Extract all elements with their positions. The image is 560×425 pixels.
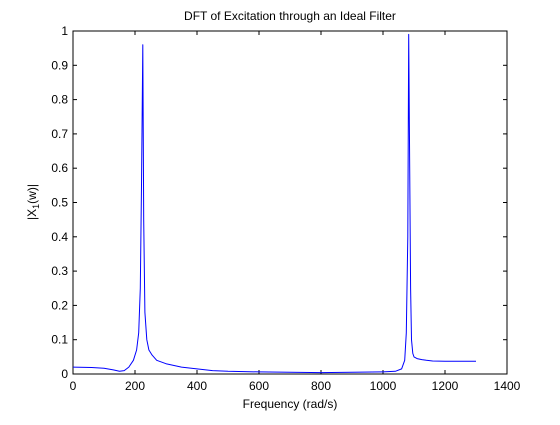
y-tick-label: 0.4 xyxy=(51,230,68,244)
y-tick-label: 0.6 xyxy=(51,161,68,175)
y-tick-label: 0.1 xyxy=(51,333,68,347)
y-tick-label: 0.5 xyxy=(51,196,68,210)
series-line xyxy=(72,33,476,374)
y-tick-label: 1 xyxy=(61,24,68,38)
y-tick-label: 0.7 xyxy=(51,127,68,141)
y-tick-label: 0 xyxy=(61,367,68,381)
x-tick-label: 600 xyxy=(249,379,269,393)
y-axis-label: |X1(w)| xyxy=(25,184,41,220)
axis-ticks xyxy=(72,30,508,375)
x-tick-label: 200 xyxy=(125,379,145,393)
y-tick-label: 0.8 xyxy=(51,93,68,107)
plot-area xyxy=(72,30,508,375)
x-tick-label: 800 xyxy=(311,379,331,393)
x-tick-label: 1200 xyxy=(432,379,459,393)
series-layer xyxy=(72,33,476,374)
x-tick-label: 1400 xyxy=(494,379,521,393)
y-tick-label: 0.9 xyxy=(51,58,68,72)
y-tick-label: 0.3 xyxy=(51,264,68,278)
x-axis-label: Frequency (rad/s) xyxy=(243,397,338,411)
x-tick-label: 1000 xyxy=(370,379,397,393)
x-tick-label: 400 xyxy=(187,379,207,393)
y-tick-label: 0.2 xyxy=(51,298,68,312)
x-tick-label: 0 xyxy=(70,379,77,393)
chart-title: DFT of Excitation through an Ideal Filte… xyxy=(184,9,396,23)
axis-tick-labels: 0 200 400 600 800 1000 1200 1400 0 0.1 0.2 0.3 0.4 0.… xyxy=(51,24,520,393)
